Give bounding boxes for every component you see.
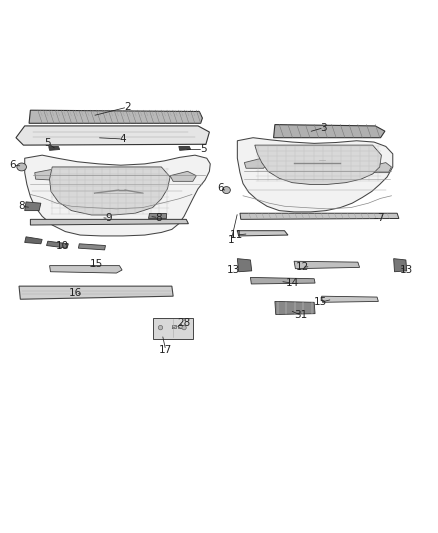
Ellipse shape xyxy=(100,289,106,293)
Text: 5: 5 xyxy=(200,144,207,155)
Text: 8: 8 xyxy=(18,201,25,211)
Text: 31: 31 xyxy=(294,310,308,320)
Ellipse shape xyxy=(158,326,162,330)
Text: 3: 3 xyxy=(321,123,327,133)
Ellipse shape xyxy=(26,289,32,293)
Ellipse shape xyxy=(88,289,93,293)
Polygon shape xyxy=(255,145,381,184)
Polygon shape xyxy=(49,147,60,150)
Polygon shape xyxy=(251,277,315,284)
Text: 28: 28 xyxy=(177,318,191,328)
Polygon shape xyxy=(240,213,399,220)
Polygon shape xyxy=(294,261,360,269)
Text: 13: 13 xyxy=(226,265,240,275)
Polygon shape xyxy=(19,286,173,299)
Text: 4: 4 xyxy=(120,134,126,144)
Polygon shape xyxy=(371,163,392,173)
Text: 2: 2 xyxy=(124,102,131,112)
Polygon shape xyxy=(275,302,315,314)
Polygon shape xyxy=(148,213,166,217)
Polygon shape xyxy=(179,147,191,150)
Ellipse shape xyxy=(182,326,186,330)
Ellipse shape xyxy=(125,289,130,293)
Polygon shape xyxy=(25,155,210,236)
Ellipse shape xyxy=(149,289,155,293)
Polygon shape xyxy=(16,126,209,145)
Ellipse shape xyxy=(223,187,230,193)
Text: 7: 7 xyxy=(377,214,384,223)
Text: 10: 10 xyxy=(56,240,69,251)
Polygon shape xyxy=(29,110,202,123)
Text: 8: 8 xyxy=(155,213,162,223)
Polygon shape xyxy=(25,202,41,211)
Polygon shape xyxy=(49,167,170,215)
Ellipse shape xyxy=(76,289,81,293)
Text: 16: 16 xyxy=(69,288,82,298)
Ellipse shape xyxy=(39,289,44,293)
Text: 15: 15 xyxy=(314,297,327,308)
Text: 13: 13 xyxy=(400,265,413,275)
Ellipse shape xyxy=(137,289,142,293)
Polygon shape xyxy=(49,265,122,273)
Text: 11: 11 xyxy=(230,230,243,240)
Polygon shape xyxy=(321,296,378,302)
Text: 14: 14 xyxy=(286,278,299,288)
Text: 5: 5 xyxy=(45,139,51,148)
Text: 6: 6 xyxy=(10,160,16,170)
Polygon shape xyxy=(170,171,196,181)
Bar xyxy=(152,318,193,338)
Ellipse shape xyxy=(162,289,167,293)
Polygon shape xyxy=(237,138,393,212)
Text: 15: 15 xyxy=(90,260,103,269)
Polygon shape xyxy=(244,158,268,168)
Text: 17: 17 xyxy=(159,345,173,356)
Text: 9: 9 xyxy=(106,214,112,223)
Ellipse shape xyxy=(113,289,118,293)
Text: 12: 12 xyxy=(295,262,309,272)
Bar xyxy=(177,326,182,328)
Polygon shape xyxy=(274,125,385,138)
Ellipse shape xyxy=(17,163,26,171)
Bar xyxy=(172,326,176,328)
Ellipse shape xyxy=(51,289,57,293)
Text: 1: 1 xyxy=(228,235,234,245)
Polygon shape xyxy=(46,241,68,248)
Polygon shape xyxy=(394,259,407,272)
Text: 6: 6 xyxy=(217,183,224,193)
Polygon shape xyxy=(237,231,288,236)
Ellipse shape xyxy=(64,289,69,293)
Polygon shape xyxy=(78,244,106,250)
Polygon shape xyxy=(25,237,42,244)
Polygon shape xyxy=(237,259,252,272)
Polygon shape xyxy=(35,169,57,180)
Polygon shape xyxy=(30,220,188,225)
